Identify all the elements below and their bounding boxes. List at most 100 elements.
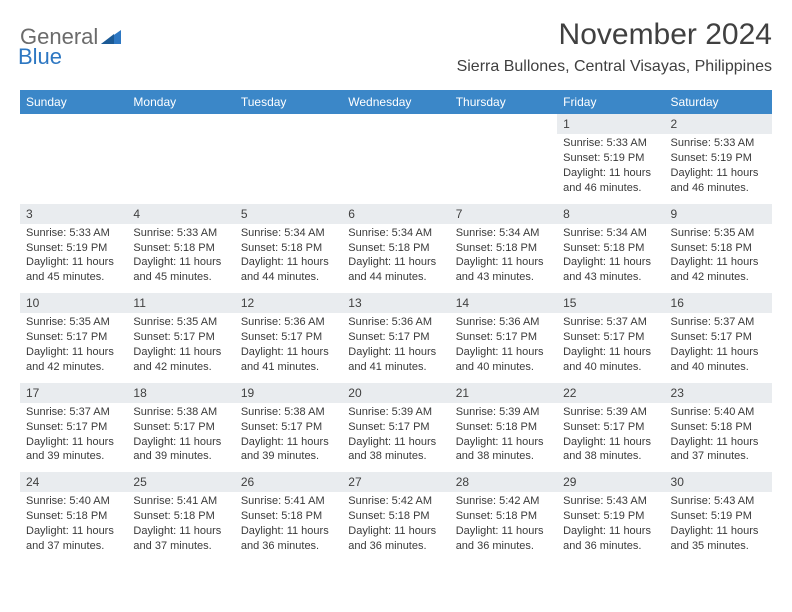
day-detail-cell (20, 134, 127, 203)
day-number-cell: 13 (342, 293, 449, 313)
sunset-text: Sunset: 5:19 PM (671, 151, 766, 166)
day-detail-row: Sunrise: 5:37 AMSunset: 5:17 PMDaylight:… (20, 403, 772, 472)
sunrise-text: Sunrise: 5:36 AM (348, 315, 443, 330)
day-number-cell: 14 (450, 293, 557, 313)
daylight-text: Daylight: 11 hours and 46 minutes. (563, 166, 658, 196)
weekday-header: Friday (557, 90, 664, 114)
day-detail-cell: Sunrise: 5:34 AMSunset: 5:18 PMDaylight:… (235, 224, 342, 293)
day-detail-cell: Sunrise: 5:36 AMSunset: 5:17 PMDaylight:… (342, 313, 449, 382)
sunset-text: Sunset: 5:17 PM (26, 330, 121, 345)
sunset-text: Sunset: 5:19 PM (26, 241, 121, 256)
day-number-cell: 12 (235, 293, 342, 313)
sunset-text: Sunset: 5:17 PM (671, 330, 766, 345)
day-detail-cell: Sunrise: 5:42 AMSunset: 5:18 PMDaylight:… (450, 492, 557, 561)
day-detail-cell: Sunrise: 5:34 AMSunset: 5:18 PMDaylight:… (557, 224, 664, 293)
daylight-text: Daylight: 11 hours and 39 minutes. (26, 435, 121, 465)
title-block: November 2024 Sierra Bullones, Central V… (457, 18, 772, 76)
sunrise-text: Sunrise: 5:39 AM (456, 405, 551, 420)
sunrise-text: Sunrise: 5:34 AM (563, 226, 658, 241)
daylight-text: Daylight: 11 hours and 42 minutes. (26, 345, 121, 375)
month-title: November 2024 (457, 18, 772, 52)
day-number-cell: 1 (557, 114, 664, 134)
sunrise-text: Sunrise: 5:37 AM (671, 315, 766, 330)
sunrise-text: Sunrise: 5:39 AM (563, 405, 658, 420)
day-number-cell: 27 (342, 472, 449, 492)
day-number-cell: 20 (342, 383, 449, 403)
sunrise-text: Sunrise: 5:36 AM (456, 315, 551, 330)
day-detail-cell: Sunrise: 5:41 AMSunset: 5:18 PMDaylight:… (235, 492, 342, 561)
day-number-row: 17181920212223 (20, 383, 772, 403)
day-detail-cell: Sunrise: 5:36 AMSunset: 5:17 PMDaylight:… (450, 313, 557, 382)
location: Sierra Bullones, Central Visayas, Philip… (457, 58, 772, 76)
sunset-text: Sunset: 5:17 PM (133, 330, 228, 345)
day-detail-row: Sunrise: 5:33 AMSunset: 5:19 PM Daylight:… (20, 224, 772, 293)
daylight-text: Daylight: 11 hours and 37 minutes. (671, 435, 766, 465)
sunrise-text: Sunrise: 5:40 AM (26, 494, 121, 509)
day-detail-cell: Sunrise: 5:42 AMSunset: 5:18 PMDaylight:… (342, 492, 449, 561)
sunrise-text: Sunrise: 5:34 AM (348, 226, 443, 241)
day-detail-cell: Sunrise: 5:33 AMSunset: 5:18 PMDaylight:… (127, 224, 234, 293)
sunset-text: Sunset: 5:18 PM (563, 241, 658, 256)
day-number-cell: 3 (20, 204, 127, 224)
sunset-text: Sunset: 5:18 PM (133, 241, 228, 256)
sunset-text: Sunset: 5:17 PM (348, 420, 443, 435)
day-detail-cell: Sunrise: 5:33 AMSunset: 5:19 PMDaylight:… (665, 134, 772, 203)
day-detail-cell: Sunrise: 5:39 AMSunset: 5:18 PMDaylight:… (450, 403, 557, 472)
daylight-text: Daylight: 11 hours and 39 minutes. (241, 435, 336, 465)
day-number-cell: 15 (557, 293, 664, 313)
sunrise-text: Sunrise: 5:41 AM (133, 494, 228, 509)
day-number-cell: 30 (665, 472, 772, 492)
sunrise-text: Sunrise: 5:33 AM (26, 226, 121, 241)
daylight-text: Daylight: 11 hours and 44 minutes. (348, 255, 443, 285)
day-number-cell: 28 (450, 472, 557, 492)
sunrise-text: Sunrise: 5:33 AM (563, 136, 658, 151)
day-number-cell (20, 114, 127, 134)
daylight-text: Daylight: 11 hours and 45 minutes. (133, 255, 228, 285)
sunset-text: Sunset: 5:18 PM (456, 509, 551, 524)
day-detail-cell: Sunrise: 5:37 AMSunset: 5:17 PMDaylight:… (557, 313, 664, 382)
sunset-text: Sunset: 5:18 PM (456, 241, 551, 256)
weekday-header: Monday (127, 90, 234, 114)
weekday-header: Saturday (665, 90, 772, 114)
daylight-text: Daylight: 11 hours and 46 minutes. (671, 166, 766, 196)
sunset-text: Sunset: 5:17 PM (26, 420, 121, 435)
day-detail-row: Sunrise: 5:35 AMSunset: 5:17 PMDaylight:… (20, 313, 772, 382)
day-number-cell: 26 (235, 472, 342, 492)
daylight-text: Daylight: 11 hours and 41 minutes. (348, 345, 443, 375)
day-detail-cell (127, 134, 234, 203)
sunrise-text: Sunrise: 5:36 AM (241, 315, 336, 330)
daylight-text: Daylight: 11 hours and 38 minutes. (348, 435, 443, 465)
daylight-text: Daylight: 11 hours and 42 minutes. (133, 345, 228, 375)
daylight-text: Daylight: 11 hours and 35 minutes. (671, 524, 766, 554)
sunset-text: Sunset: 5:18 PM (133, 509, 228, 524)
sunrise-text: Sunrise: 5:39 AM (348, 405, 443, 420)
sunset-text: Sunset: 5:19 PM (671, 509, 766, 524)
day-number-cell: 2 (665, 114, 772, 134)
sunset-text: Sunset: 5:18 PM (241, 241, 336, 256)
day-number-cell: 18 (127, 383, 234, 403)
weekday-header: Thursday (450, 90, 557, 114)
day-detail-cell: Sunrise: 5:40 AMSunset: 5:18 PMDaylight:… (665, 403, 772, 472)
daylight-text: Daylight: 11 hours and 37 minutes. (133, 524, 228, 554)
day-detail-row: Sunrise: 5:40 AMSunset: 5:18 PMDaylight:… (20, 492, 772, 561)
weekday-header: Tuesday (235, 90, 342, 114)
day-number-row: 24252627282930 (20, 472, 772, 492)
daylight-text: Daylight: 11 hours and 36 minutes. (456, 524, 551, 554)
day-number-cell: 17 (20, 383, 127, 403)
day-number-cell: 19 (235, 383, 342, 403)
sunrise-text: Sunrise: 5:42 AM (348, 494, 443, 509)
day-number-cell (127, 114, 234, 134)
day-number-cell: 5 (235, 204, 342, 224)
sunrise-text: Sunrise: 5:35 AM (671, 226, 766, 241)
day-number-row: 12 (20, 114, 772, 134)
sunrise-text: Sunrise: 5:43 AM (563, 494, 658, 509)
day-number-cell (235, 114, 342, 134)
day-detail-cell: Sunrise: 5:41 AMSunset: 5:18 PMDaylight:… (127, 492, 234, 561)
header: General Blue November 2024 Sierra Bullon… (20, 18, 772, 76)
sunset-text: Sunset: 5:17 PM (348, 330, 443, 345)
day-number-cell (342, 114, 449, 134)
sunrise-text: Sunrise: 5:34 AM (241, 226, 336, 241)
sunset-text: Sunset: 5:18 PM (241, 509, 336, 524)
day-detail-cell: Sunrise: 5:34 AMSunset: 5:18 PMDaylight:… (342, 224, 449, 293)
day-detail-cell: Sunrise: 5:36 AMSunset: 5:17 PMDaylight:… (235, 313, 342, 382)
